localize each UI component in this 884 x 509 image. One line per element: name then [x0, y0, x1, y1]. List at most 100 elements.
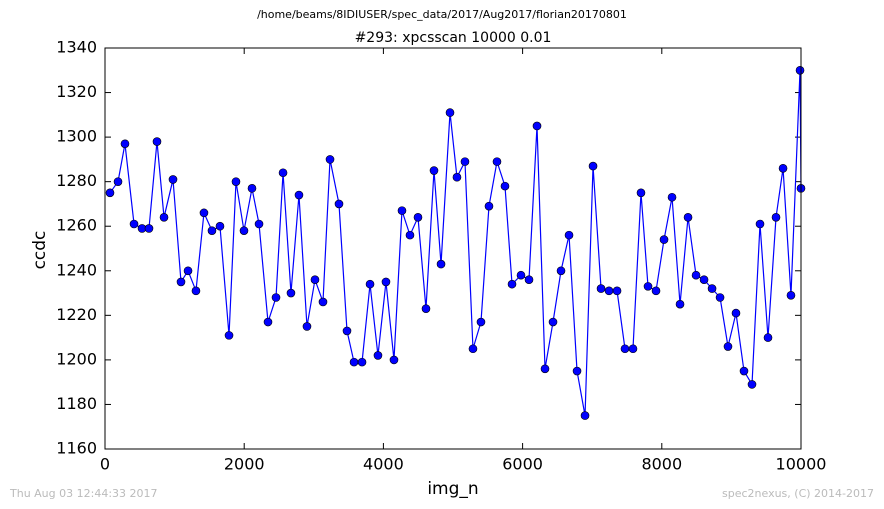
y-tick-label: 1340 [56, 38, 97, 57]
data-point [699, 275, 709, 284]
x-tick-label: 6000 [502, 455, 543, 474]
x-tick-label: 0 [100, 455, 110, 474]
data-point [349, 357, 359, 367]
footer-left: Thu Aug 03 12:44:33 2017 [9, 487, 158, 500]
data-point [310, 275, 320, 284]
data-point [120, 139, 130, 149]
data-point [207, 226, 217, 235]
y-tick-label: 1280 [56, 171, 97, 190]
data-point [731, 308, 741, 318]
data-point [239, 226, 249, 235]
plot-frame [104, 47, 802, 450]
data-point [715, 293, 725, 302]
suptitle: /home/beams/8IDIUSER/spec_data/2017/Aug2… [257, 8, 627, 21]
data-point [389, 355, 399, 365]
data-point [254, 219, 264, 229]
data-point [105, 188, 115, 198]
y-axis-label: ccdc [30, 231, 50, 270]
data-point [524, 275, 534, 284]
data-point [723, 342, 733, 351]
data-point [357, 357, 367, 367]
data-point [500, 181, 510, 191]
data-point [247, 184, 257, 193]
x-tick-label: 10000 [776, 455, 827, 474]
data-point [129, 219, 139, 229]
data-point [771, 213, 781, 222]
data-point [628, 344, 638, 354]
data-point [532, 121, 542, 131]
data-point [492, 157, 502, 166]
data-point [476, 317, 486, 327]
data-point [667, 192, 677, 202]
data-point [445, 108, 455, 117]
data-point [795, 65, 805, 75]
data-point [564, 230, 574, 240]
y-tick-label: 1300 [56, 127, 97, 146]
data-point [596, 284, 606, 293]
data-point [548, 317, 558, 327]
x-tick-label: 2000 [224, 455, 265, 474]
data-point [231, 177, 241, 186]
data-point [302, 322, 312, 331]
data-point [421, 304, 431, 313]
data-point [325, 155, 335, 164]
data-point [507, 279, 517, 289]
data-point [588, 161, 598, 171]
data-point [144, 224, 154, 233]
y-tick-label: 1160 [56, 439, 97, 458]
data-point [747, 380, 757, 389]
data-point [397, 206, 407, 215]
data-point [643, 282, 653, 291]
data-point [620, 344, 630, 354]
data-point [176, 277, 186, 287]
data-point [540, 364, 550, 374]
data-point [659, 235, 669, 244]
y-tick-label: 1320 [56, 82, 97, 101]
data-point [683, 213, 693, 222]
data-point [468, 344, 478, 354]
data-point [278, 168, 288, 178]
data-point [191, 286, 201, 296]
y-tick-label: 1180 [56, 394, 97, 413]
data-point [460, 157, 470, 166]
data-point [199, 208, 209, 218]
data-point [763, 333, 773, 342]
y-tick-label: 1200 [56, 349, 97, 368]
data-point [183, 266, 193, 276]
data-point [113, 177, 123, 186]
y-tick-label: 1220 [56, 305, 97, 324]
data-point [271, 293, 281, 302]
data-point [342, 326, 352, 336]
data-point [286, 288, 296, 298]
data-point [755, 219, 765, 229]
data-point [224, 331, 234, 340]
data-point [778, 164, 788, 173]
data-point [651, 286, 661, 296]
data-point [373, 351, 383, 360]
data-point [263, 317, 273, 327]
y-tick-label: 1260 [56, 216, 97, 235]
data-point [413, 213, 423, 222]
x-tick-label: 4000 [363, 455, 404, 474]
data-point [556, 266, 566, 276]
data-point [365, 279, 375, 289]
data-point [636, 188, 646, 198]
data-point [691, 270, 701, 280]
data-point [152, 137, 162, 146]
data-point [580, 411, 590, 420]
footer-right: spec2nexus, (C) 2014-2017 [722, 487, 874, 500]
data-point [334, 199, 344, 209]
data-point [707, 284, 717, 293]
data-point [572, 366, 582, 376]
x-tick-label: 8000 [641, 455, 682, 474]
data-point [604, 286, 614, 296]
data-point [318, 297, 328, 307]
data-point [786, 290, 796, 300]
data-point [429, 166, 439, 175]
data-point [612, 286, 622, 296]
data-point [159, 213, 169, 222]
y-tick-label: 1240 [56, 260, 97, 279]
chart-title: #293: xpcsscan 10000 0.01 [355, 30, 552, 46]
data-point [294, 190, 304, 200]
